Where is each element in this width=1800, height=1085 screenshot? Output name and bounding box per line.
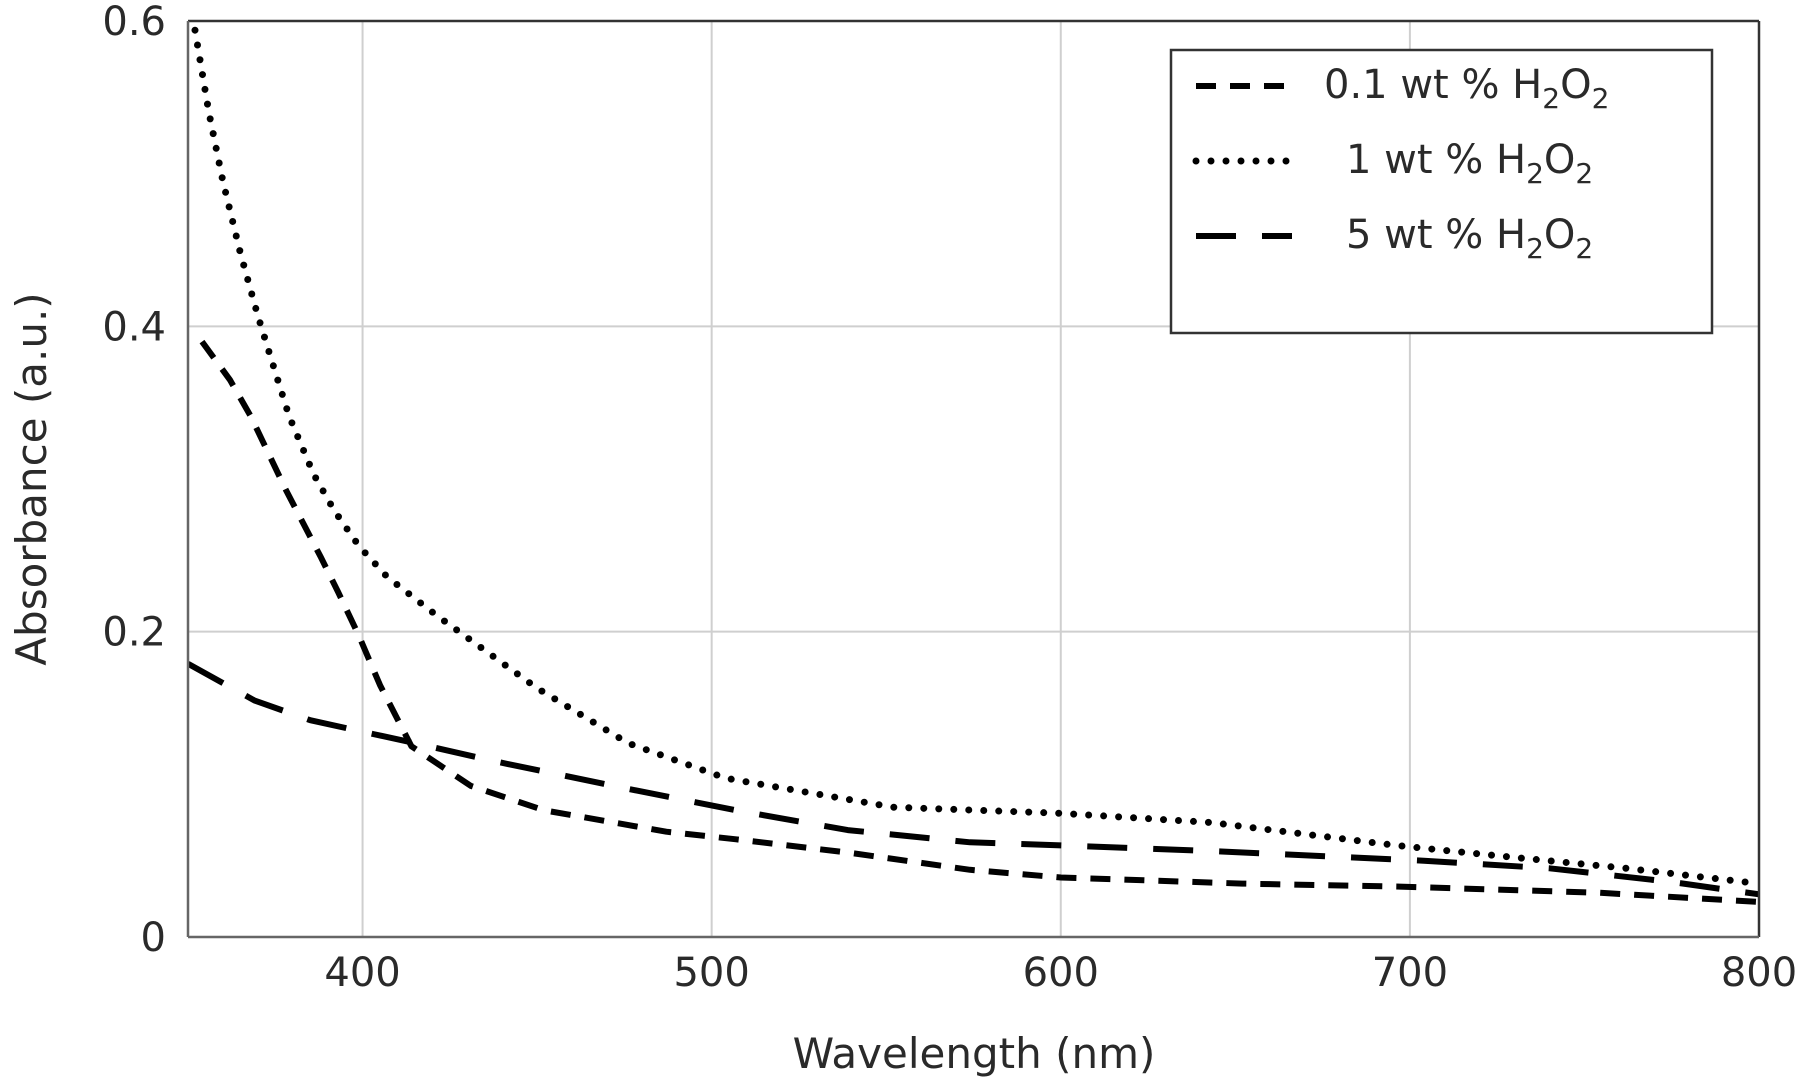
legend-label: 5 wt % H2O2: [1346, 212, 1593, 265]
legend-item: 0.1 wt % H2O2: [1196, 62, 1609, 115]
legend-label: 0.1 wt % H2O2: [1324, 62, 1609, 115]
y-tick-label: 0: [141, 915, 166, 961]
y-tick-label: 0.4: [102, 304, 166, 350]
y-axis-title: Absorbance (a.u.): [7, 292, 56, 665]
x-tick-label: 600: [1023, 950, 1099, 996]
series-line-long-dashed: [188, 661, 1759, 898]
series-line-dotted: [191, 26, 1759, 888]
x-axis-ticks: 400 500 600 700 800: [324, 950, 1797, 996]
y-axis-ticks: 0 0.2 0.4 0.6: [102, 0, 166, 961]
legend-label: 1 wt % H2O2: [1346, 137, 1593, 190]
x-tick-label: 700: [1372, 950, 1448, 996]
x-axis-title: Wavelength (nm): [793, 1029, 1156, 1078]
x-tick-label: 400: [324, 950, 400, 996]
legend: 0.1 wt % H2O2 1 wt % H2O2 5 wt % H2O2: [1169, 48, 1714, 335]
plot-frame: [186, 19, 1761, 939]
x-tick-label: 800: [1721, 950, 1797, 996]
series-line-dashed: [199, 339, 1759, 905]
y-tick-label: 0.2: [102, 610, 166, 656]
legend-box: [1169, 48, 1714, 335]
data-series: [188, 26, 1759, 905]
y-tick-label: 0.6: [102, 0, 166, 45]
legend-item: 1 wt % H2O2: [1192, 137, 1593, 190]
legend-item: 5 wt % H2O2: [1196, 212, 1593, 265]
x-tick-label: 500: [673, 950, 749, 996]
